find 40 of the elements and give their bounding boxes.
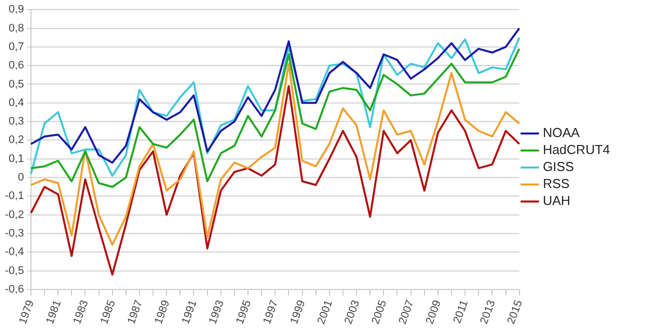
- y-tick-label: 0,3: [8, 116, 24, 128]
- legend-label: RSS: [542, 176, 570, 192]
- x-tick-label: 1989: [152, 298, 172, 326]
- y-tick-label: 0,8: [8, 22, 24, 34]
- y-tick-label: 0,6: [8, 60, 24, 72]
- legend-label: UAH: [542, 193, 570, 208]
- x-tick-label: 1981: [44, 298, 64, 326]
- y-tick-label: 0,2: [8, 134, 24, 146]
- legend-label: NOAA: [542, 125, 580, 140]
- x-tick-label: 2005: [370, 298, 390, 326]
- legend-label: HadCRUT4: [542, 142, 610, 158]
- y-tick-label: 0,5: [8, 78, 24, 90]
- y-tick-label: -0,6: [4, 284, 24, 296]
- y-tick-label: -0,5: [4, 264, 24, 277]
- y-tick-label: 0: [18, 172, 24, 184]
- y-tick-label: 0,7: [8, 40, 24, 53]
- x-tick-label: 2015: [505, 298, 525, 326]
- y-tick-label: -0,4: [4, 246, 24, 258]
- y-tick-label: 0,4: [8, 96, 24, 109]
- x-tick-label: 1997: [261, 298, 281, 326]
- x-tick-label: 2013: [478, 298, 498, 326]
- x-tick-label: 1983: [71, 298, 91, 326]
- x-tick-label: 1987: [126, 298, 146, 326]
- legend-label: GISS: [542, 159, 574, 174]
- x-tick-label: 2011: [451, 298, 471, 326]
- y-tick-label: -0,2: [4, 208, 24, 221]
- x-tick-label: 2009: [424, 298, 444, 326]
- y-tick-label: 0,1: [8, 152, 24, 165]
- y-tick-label: -0,3: [4, 228, 24, 240]
- x-tick-label: 2007: [396, 298, 416, 326]
- x-tick-label: 1991: [180, 298, 200, 326]
- x-tick-label: 1985: [98, 298, 118, 326]
- x-tick-label: 2003: [342, 298, 362, 326]
- x-tick-label: 1993: [206, 298, 227, 326]
- x-tick-label: 1995: [234, 298, 254, 326]
- x-tick-label: 2001: [315, 298, 336, 326]
- y-tick-label: -0,1: [4, 190, 24, 202]
- x-tick-label: 1979: [16, 298, 37, 326]
- x-tick-label: 1999: [288, 298, 308, 326]
- y-tick-label: 0,9: [8, 4, 24, 16]
